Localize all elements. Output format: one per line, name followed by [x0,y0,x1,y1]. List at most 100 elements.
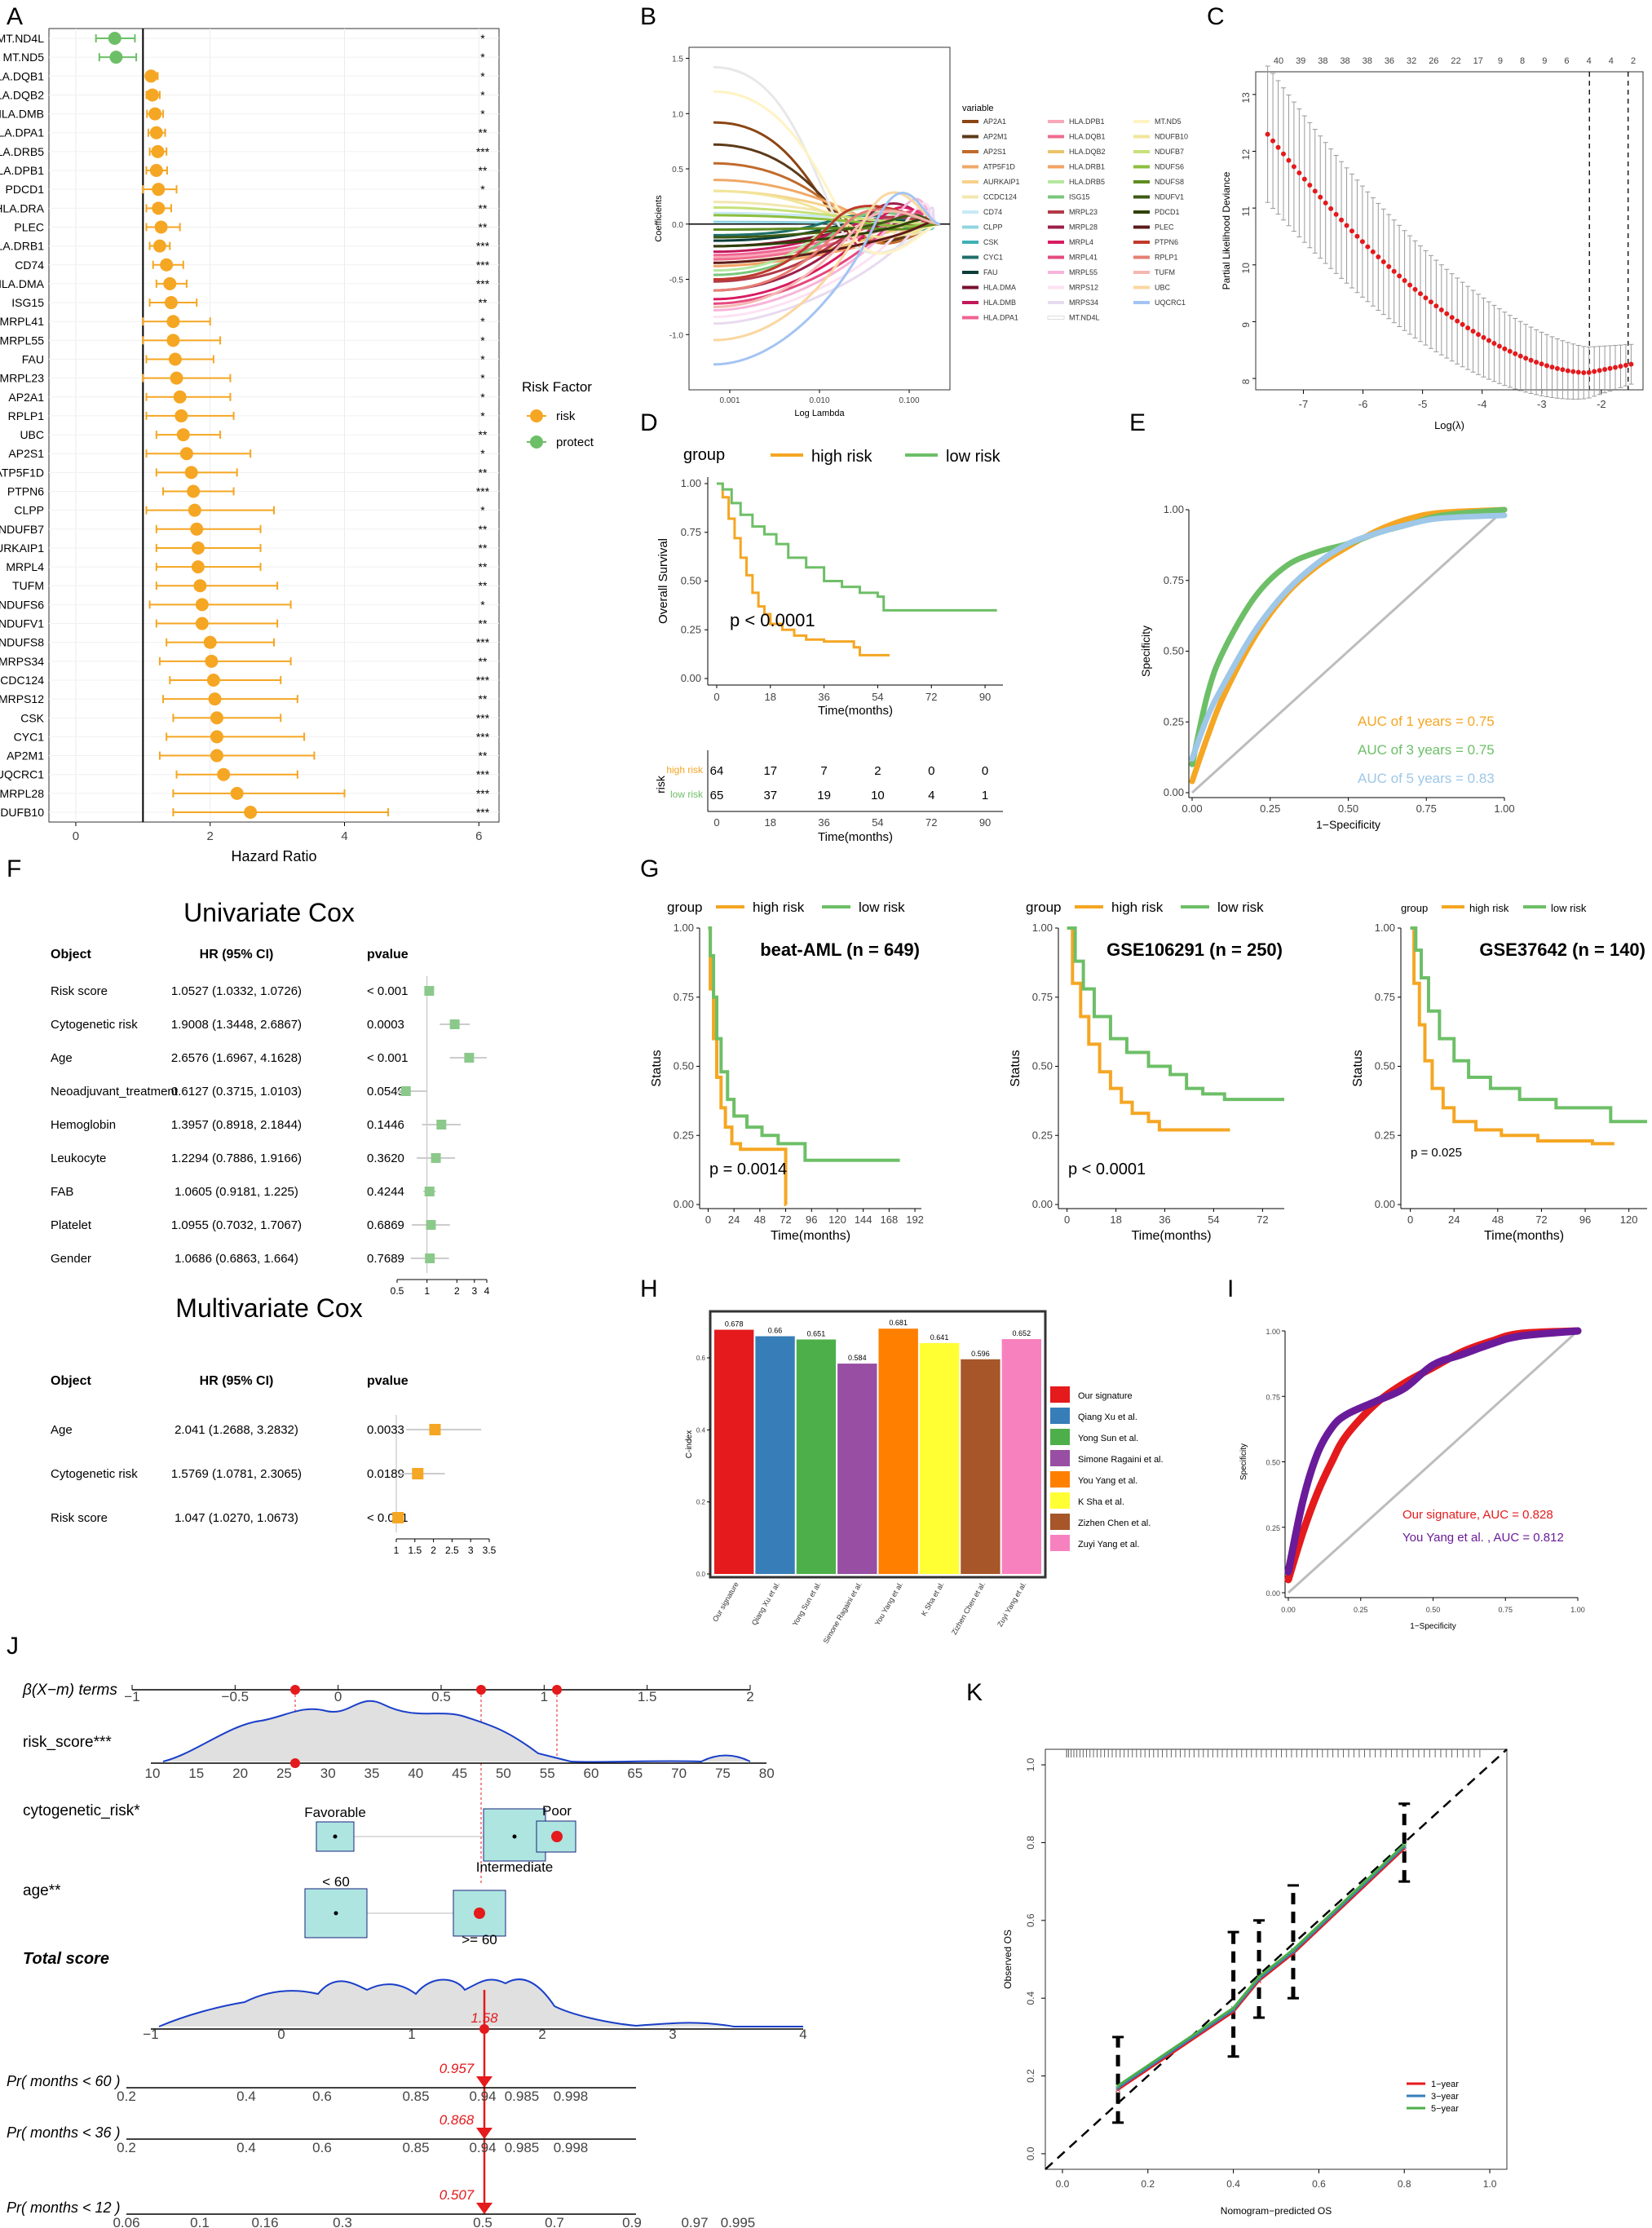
panel-b-legend-key [1133,165,1150,169]
panel-a-hr-point [164,296,178,310]
panel-c-cv-point [1560,367,1566,373]
panel-i-xtick-label: 0.75 [1498,1606,1513,1614]
panel-b-legend-key [1048,241,1064,244]
panel-a-significance: ** [479,692,488,705]
panel-a-hr-point [108,32,121,45]
panel-k-calibration-point: × [1290,1947,1296,1960]
panel-letter-a: A [7,3,23,30]
panel-j-total-tick-label: −1 [143,2027,158,2042]
panel-a-significance: ** [479,466,488,479]
panel-h-bar [796,1339,837,1574]
panel-j-prob-tick-label: 0.998 [554,2140,589,2155]
panel-j-beta-tick-label: 0 [334,1689,342,1704]
panel-d-risk-count: 4 [928,789,934,802]
panel-c-cv-point [1449,315,1455,320]
panel-b-xtick-label: 0.100 [899,396,919,405]
panel-j-risk-tick-label: 20 [232,1766,248,1781]
panel-g2-xtick-label: 54 [1208,1213,1219,1226]
panel-k-calibration-point: × [1401,1839,1407,1851]
panel-c-cv-point [1502,346,1508,351]
panel-h-legend-label: Simone Ragaini et al. [1078,1455,1164,1465]
panel-a-gene-label: MRPL28 [0,787,44,800]
panel-g3-ytick-label: 0.25 [1375,1129,1395,1141]
panel-c-cv-point [1523,356,1529,361]
panel-j-prob-marker [476,2203,493,2214]
panel-b-coefficient-path [713,210,941,308]
panel-f-multi-hr-mark [412,1468,424,1479]
panel-a-gene-label: CCDC124 [0,674,44,687]
panel-j-risk-density-line [162,1700,751,1763]
panel-g3-legend-title: group [1401,902,1428,914]
panel-g1-xtick-label: 120 [828,1213,846,1226]
panel-g3-xtick-label: 48 [1492,1213,1504,1226]
panel-k-calibration-line [1117,1846,1406,2089]
panel-c-cv-point [1423,295,1429,301]
panel-f-multi-xtick-label: 3 [468,1545,474,1556]
panel-a-hr-point [151,144,165,158]
panel-b-legend-title: variable [962,104,994,113]
panel-a-significance: *** [476,711,490,724]
panel-k-ytick-label: 0.6 [1025,1913,1036,1927]
panel-a-significance: *** [476,485,490,498]
panel-f-uni-hr-text: 1.2294 (0.7886, 1.9166) [171,1152,302,1165]
panel-b-legend-key [962,210,978,214]
panel-a-gene-label: MRPL23 [0,372,44,385]
panel-a-plot-frame [48,28,500,823]
panel-e-ytick-label: 0.00 [1164,786,1184,798]
panel-c-cv-point [1349,228,1354,234]
panel-h-ytick-label: 0.6 [696,1355,706,1362]
panel-a-significance: * [480,315,485,328]
panel-c-xtick-label: -7 [1299,398,1309,410]
panel-j-beta-tick-label: 1.5 [638,1689,657,1704]
panel-i-ylabel: Specificity [1239,1443,1248,1480]
panel-c-nonzero-count: 8 [1520,56,1525,66]
panel-h-bar [961,1359,1000,1574]
panel-j-age-dot [333,1911,338,1916]
panel-g1-xtick-label: 168 [881,1213,899,1226]
panel-g2-curve-low-risk [1067,926,1284,1102]
panel-b-legend-label: HLA.DPA1 [983,314,1018,322]
panel-f-multi-hr-text: 1.047 (1.0270, 1.0673) [174,1511,298,1525]
panel-c-cv-point [1318,194,1323,200]
panel-b-legend-key [1133,210,1150,214]
panel-e-roc-curve [1189,512,1508,762]
panel-b-xlabel: Log Lambda [794,409,845,418]
panel-c-cv-point [1607,365,1613,371]
panel-c-cv-point [1455,318,1460,324]
panel-a-significance: * [480,447,485,460]
panel-d-risk-table-row-label: low risk [670,789,704,800]
panel-d-risk-count: 64 [710,764,724,778]
panel-h-bar-value: 0.678 [725,1320,744,1328]
panel-b-legend-label: CD74 [983,208,1002,216]
panel-f-multi-object-label: Age [51,1423,73,1437]
panel-a-hr-point [184,466,198,480]
panel-j-total-density-line [158,1978,803,2028]
panel-j-risk-tick-label: 10 [145,1766,161,1781]
panel-a-gene-label: MRPL55 [0,334,44,347]
panel-a-gene-label: CLPP [14,504,44,517]
panel-b-legend-key [962,120,978,123]
panel-a-gene-label: UBC [20,428,44,441]
panel-b-legend-label: MRPL23 [1069,208,1098,216]
panel-j-prob-tick-label: 0.85 [402,2140,429,2155]
panel-g1-xtick-label: 144 [855,1213,872,1226]
panel-j-prob-tick-label: 0.2 [117,2140,136,2155]
panel-b-coefficient-path [713,191,941,342]
panel-k-ytick-label: 0.2 [1025,2069,1036,2083]
panel-g1-xtick-label: 48 [754,1213,766,1226]
panel-b-legend-label: AP2S1 [983,148,1006,156]
panel-j-prob-tick-label: 0.94 [469,2089,496,2104]
panel-g1-curve-low-risk [708,926,900,1162]
panel-k-xtick-label: 0.6 [1312,2178,1326,2190]
panel-b-ytick-label: -0.5 [669,276,684,285]
panel-c-cv-point [1528,357,1534,363]
panel-c-xtick-label: -2 [1597,398,1606,410]
panel-e-ytick-label: 0.50 [1164,645,1184,657]
panel-a-significance: * [480,183,485,196]
panel-d-risk-xtick-label: 90 [979,816,991,829]
panel-a-significance: ** [479,126,488,139]
panel-d-legend-label: low risk [946,448,1001,466]
panel-c-cv-point [1370,249,1376,254]
panel-a-significance: *** [476,277,490,290]
panel-c-nonzero-count: 38 [1363,56,1372,66]
